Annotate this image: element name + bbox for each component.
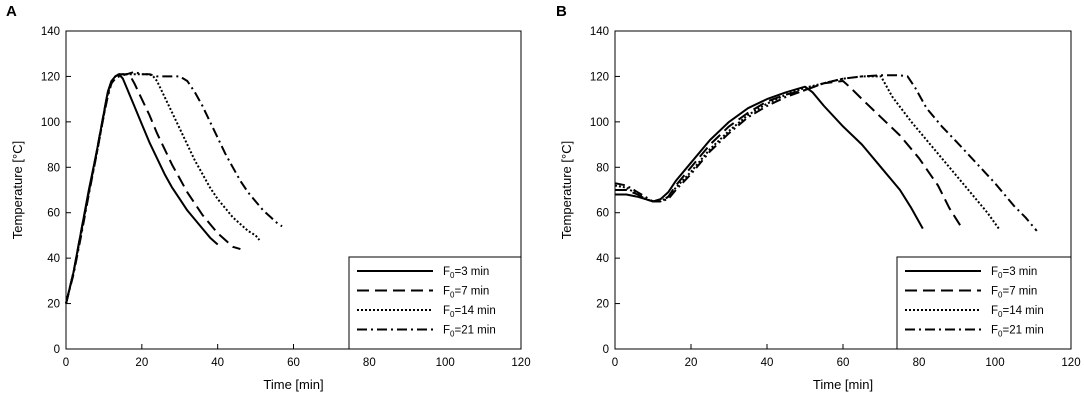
legend-label-rest: =3 min — [1002, 266, 1037, 278]
legend-label-main: F — [443, 286, 450, 298]
x-tick-label: 100 — [436, 357, 455, 369]
x-tick-label: 80 — [913, 357, 926, 369]
series-line-4 — [65, 70, 283, 304]
x-axis-title: Time [min] — [813, 377, 873, 392]
y-axis-title: Temperature [°C] — [559, 141, 574, 239]
x-tick-label: 120 — [511, 357, 530, 369]
y-tick-label: 40 — [47, 253, 60, 265]
legend-label-subscript: 0 — [450, 291, 455, 300]
y-tick-label: 40 — [596, 253, 609, 265]
y-tick-label: 140 — [590, 26, 609, 38]
panel-label: B — [556, 3, 567, 20]
series-line-4 — [614, 74, 1038, 232]
legend-label-1: F0=3 min — [991, 266, 1037, 280]
x-tick-label: 80 — [363, 357, 376, 369]
x-tick-label: 0 — [612, 357, 618, 369]
x-tick-label: 40 — [211, 357, 224, 369]
legend-label-1: F0=3 min — [443, 266, 489, 280]
chart-a-svg: A 0 20 40 60 80 100 120 140 0 20 40 60 80 100 120 Time [… — [6, 3, 531, 392]
y-tick-label: 80 — [47, 162, 60, 174]
x-tick-label: 120 — [1061, 357, 1080, 369]
legend-label-main: F — [991, 305, 998, 317]
y-tick-label: 60 — [596, 208, 609, 220]
y-tick-label: 20 — [596, 299, 609, 311]
legend-label-rest: =3 min — [454, 266, 489, 278]
legend-box — [348, 256, 522, 350]
legend-label-main: F — [443, 325, 450, 337]
y-tick-label: 120 — [41, 71, 60, 83]
series-line-2 — [65, 73, 241, 304]
y-axis-title: Temperature [°C] — [10, 141, 25, 239]
y-tick-label: 80 — [596, 162, 609, 174]
y-tick-label: 100 — [41, 117, 60, 129]
legend-label-4: F0=21 min — [991, 325, 1044, 339]
legend-label-subscript: 0 — [998, 310, 1003, 319]
y-tick-label: 100 — [590, 117, 609, 129]
legend-label-subscript: 0 — [450, 330, 455, 339]
x-tick-label: 100 — [985, 357, 1004, 369]
x-tick-label: 20 — [135, 357, 148, 369]
legend-label-subscript: 0 — [450, 310, 455, 319]
legend-label-rest: =7 min — [454, 286, 489, 298]
legend-label-rest: =21 min — [454, 325, 495, 337]
legend-label-subscript: 0 — [998, 271, 1003, 280]
x-axis-title: Time [min] — [263, 377, 323, 392]
chart-b-svg: B 0 20 40 60 80 100 120 140 0 20 40 60 80 100 120 Time [… — [556, 3, 1081, 392]
series-line-3 — [65, 73, 261, 304]
series-line-1 — [615, 85, 924, 230]
chart-panel-b: B 0 20 40 60 80 100 120 140 0 20 40 60 80 100 120 Time [… — [542, 0, 1084, 409]
panel-label: A — [6, 3, 17, 20]
legend-label-2: F0=7 min — [991, 286, 1037, 300]
y-tick-label: 60 — [47, 208, 60, 220]
legend-box — [896, 256, 1072, 350]
y-tick-label: 20 — [47, 299, 60, 311]
legend-label-rest: =7 min — [1002, 286, 1037, 298]
legend-label-main: F — [443, 305, 450, 317]
x-tick-label: 20 — [685, 357, 698, 369]
series-line-3 — [614, 75, 1000, 230]
x-tick-label: 40 — [761, 357, 774, 369]
legend-label-rest: =14 min — [1002, 305, 1043, 317]
y-tick-label: 140 — [41, 26, 60, 38]
x-tick-label: 60 — [287, 357, 300, 369]
legend-label-subscript: 0 — [998, 291, 1003, 300]
x-tick-label: 60 — [837, 357, 850, 369]
y-tick-label: 120 — [590, 71, 609, 83]
y-tick-label: 0 — [54, 344, 60, 356]
legend-label-4: F0=21 min — [443, 325, 496, 339]
legend-label-rest: =14 min — [454, 305, 495, 317]
legend-label-main: F — [991, 325, 998, 337]
legend-label-main: F — [991, 286, 998, 298]
legend-label-3: F0=14 min — [991, 305, 1044, 319]
legend-label-subscript: 0 — [998, 330, 1003, 339]
x-tick-label: 0 — [63, 357, 69, 369]
legend-label-rest: =21 min — [1002, 325, 1043, 337]
legend-label-main: F — [443, 266, 450, 278]
legend-label-3: F0=14 min — [443, 305, 496, 319]
legend-label-subscript: 0 — [450, 271, 455, 280]
legend-label-2: F0=7 min — [443, 286, 489, 300]
legend-label-main: F — [991, 266, 998, 278]
y-tick-label: 0 — [603, 344, 609, 356]
chart-panel-a: A 0 20 40 60 80 100 120 140 0 20 40 60 80 100 120 Time [… — [6, 3, 531, 392]
